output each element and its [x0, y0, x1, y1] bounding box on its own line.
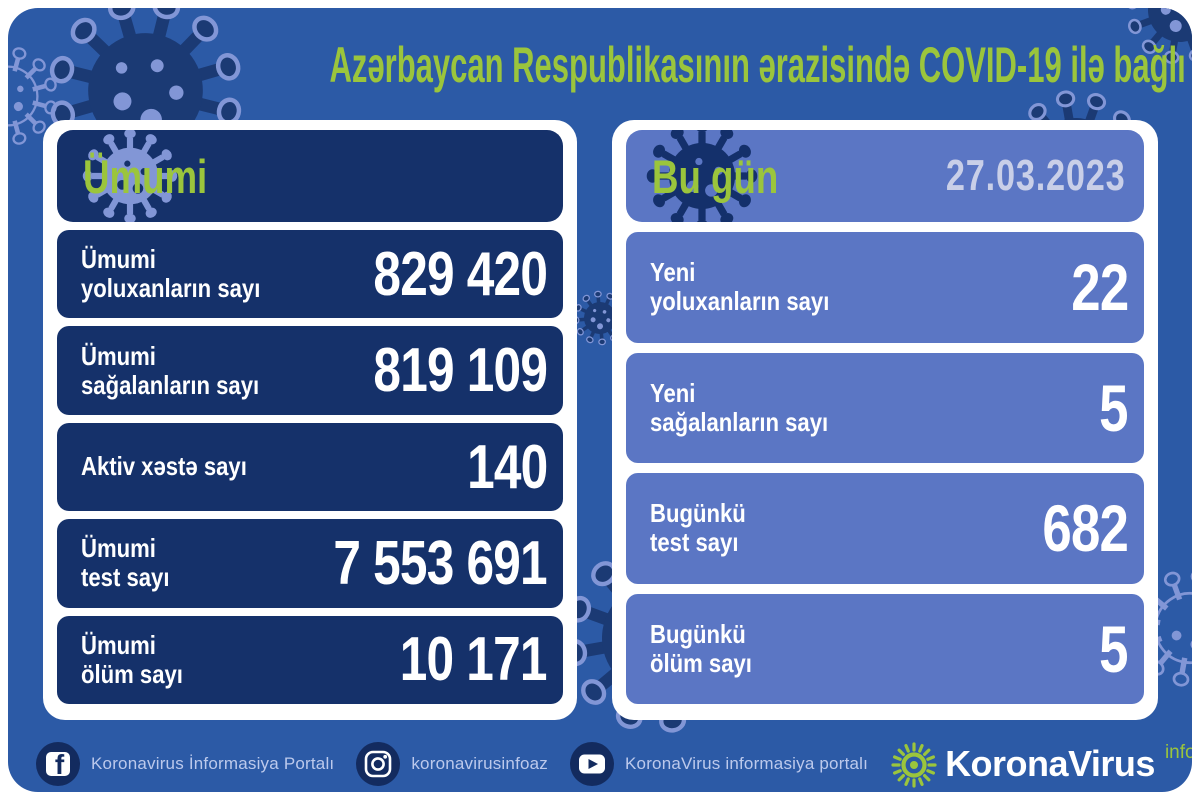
page-title: Azərbaycan Respublikasının ərazisində CO…: [8, 36, 1192, 94]
stat-label-line: yoluxanların sayı: [81, 273, 261, 304]
stat-label-line: yoluxanların sayı: [650, 286, 830, 317]
today-header-label: Bu gün: [652, 149, 779, 203]
stat-label: Ümumi sağalanların sayı: [81, 340, 260, 400]
stat-label-line: sağalanların sayı: [650, 406, 829, 437]
today-panel: Bu gün 27.03.2023 Yeni yoluxanların sayı…: [612, 120, 1158, 720]
stat-label: Yeni sağalanların sayı: [650, 377, 829, 437]
stat-label: Bugünkü ölüm sayı: [650, 618, 752, 678]
stat-label: Ümumi ölüm sayı: [81, 629, 183, 689]
instagram-label: koronavirusinfoaz: [411, 754, 548, 773]
stat-label: Aktiv xəstə sayı: [81, 452, 247, 481]
totals-panel-header: Ümumi: [57, 130, 563, 222]
stat-label-line: Aktiv xəstə sayı: [81, 451, 247, 482]
stat-label-line: test sayı: [650, 527, 739, 558]
stat-value: 829 420: [373, 239, 548, 309]
stat-row-new-recovered: Yeni sağalanların sayı 5: [626, 352, 1144, 463]
svg-text:f: f: [55, 749, 65, 780]
logo-superscript: info: [1164, 742, 1192, 763]
stat-value: 22: [1070, 250, 1129, 325]
stat-label-line: Yeni: [650, 257, 696, 288]
stat-row-total-deaths: Ümumi ölüm sayı 10 171: [57, 615, 563, 705]
stat-value: 819 109: [373, 336, 548, 406]
stat-label-line: test sayı: [81, 562, 170, 593]
logo-text: KoronaVirus: [945, 743, 1155, 784]
stat-row-total-recovered: Ümumi sağalanların sayı 819 109: [57, 326, 563, 415]
facebook-icon: f: [36, 742, 80, 786]
stat-row-today-deaths: Bugünkü ölüm sayı 5: [626, 593, 1144, 704]
stat-row-active-cases: Aktiv xəstə sayı 140: [57, 422, 563, 512]
virus-icon: [640, 130, 764, 222]
youtube-icon: [570, 742, 614, 786]
youtube-link[interactable]: KoronaVirus informasiya portalı: [570, 742, 868, 786]
stat-value: 5: [1099, 611, 1128, 686]
stat-label: Ümumi test sayı: [81, 534, 169, 592]
instagram-link[interactable]: koronavirusinfoaz: [356, 742, 548, 786]
stat-label: Bugünkü test sayı: [650, 499, 746, 557]
stat-label-line: sağalanların sayı: [81, 369, 260, 400]
stat-value: 5: [1099, 370, 1128, 445]
stat-label-line: Bugünkü: [650, 618, 746, 649]
stat-label-line: Yeni: [650, 377, 696, 408]
facebook-link[interactable]: f Koronavirus İnformasiya Portalı: [36, 742, 334, 786]
infographic-canvas: Azərbaycan Respublikasının ərazisində CO…: [8, 8, 1192, 792]
report-date: 27.03.2023: [945, 151, 1126, 200]
footer: f Koronavirus İnformasiya Portalı korona…: [36, 736, 1192, 792]
koronavirus-logo-icon: [891, 742, 937, 788]
totals-panel: Ümumi Ümumi yoluxanların sayı 829 420 Üm…: [43, 120, 577, 720]
stat-row-total-infections: Ümumi yoluxanların sayı 829 420: [57, 230, 563, 319]
stat-value: 7 553 691: [333, 528, 548, 598]
stat-label-line: Bugünkü: [650, 498, 746, 529]
virus-icon: [77, 130, 183, 222]
stat-label-line: Ümumi: [81, 629, 156, 660]
stat-value: 682: [1042, 491, 1129, 566]
stat-label-line: ölüm sayı: [81, 658, 183, 689]
youtube-label: KoronaVirus informasiya portalı: [625, 754, 869, 773]
stat-label: Ümumi yoluxanların sayı: [81, 244, 261, 304]
stat-label-line: Ümumi: [81, 244, 156, 275]
stat-value: 10 171: [400, 625, 548, 695]
instagram-icon: [356, 742, 401, 786]
stat-row-today-tests: Bugünkü test sayı 682: [626, 473, 1144, 584]
stat-label-line: Ümumi: [81, 533, 156, 564]
stat-label-line: ölüm sayı: [650, 647, 752, 678]
koronavirus-logo[interactable]: KoronaVirus info: [890, 739, 1192, 789]
page-title-text: Azərbaycan Respublikasının ərazisində CO…: [329, 37, 1192, 93]
stat-row-new-infections: Yeni yoluxanların sayı 22: [626, 232, 1144, 343]
today-panel-header: Bu gün 27.03.2023: [626, 130, 1144, 222]
stat-row-total-tests: Ümumi test sayı 7 553 691: [57, 519, 563, 608]
stat-label-line: Ümumi: [81, 340, 156, 371]
stat-value: 140: [466, 432, 548, 502]
stat-label: Yeni yoluxanların sayı: [650, 258, 829, 316]
totals-header-label: Ümumi: [83, 149, 208, 203]
facebook-label: Koronavirus İnformasiya Portalı: [91, 754, 335, 773]
